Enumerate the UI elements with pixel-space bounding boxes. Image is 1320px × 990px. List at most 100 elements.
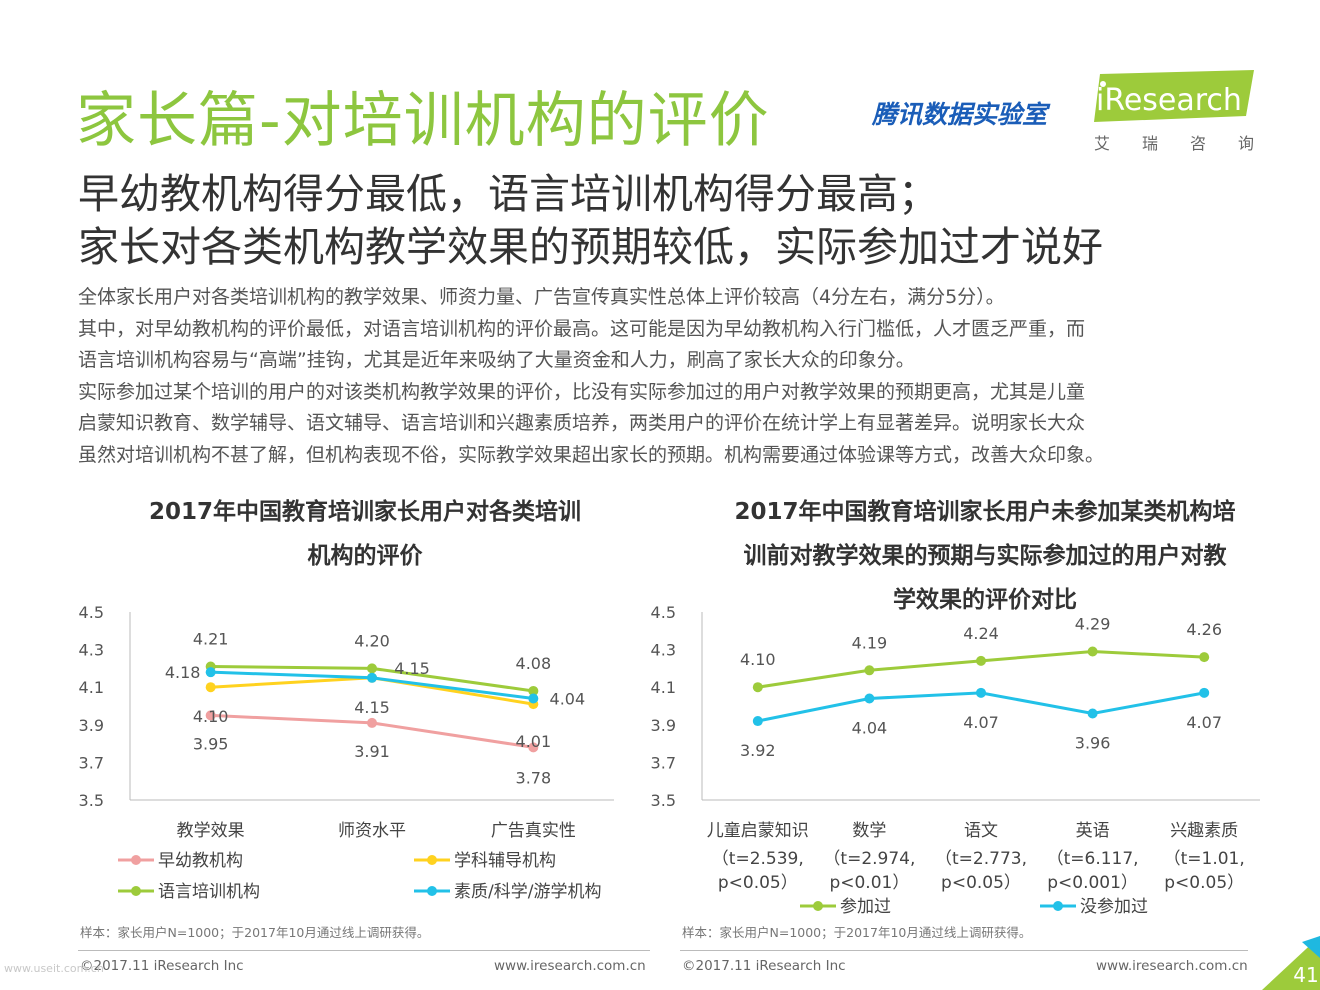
chart1-data-point (205, 667, 216, 678)
chart1-legend-marker (427, 886, 437, 896)
chart2-data-point (1087, 708, 1098, 719)
footer-copyright-left: ©2017.11 iResearch Inc (80, 958, 244, 974)
logo-text: iResearch (1096, 83, 1242, 118)
footer-divider-right (680, 950, 1248, 951)
chart2-x-tick-label: 儿童启蒙知识 (707, 821, 809, 841)
chart2-data-label: 4.19 (852, 633, 888, 652)
logo-char: 瑞 (1141, 134, 1158, 153)
chart1-title-line: 机构的评价 (307, 543, 423, 569)
chart2-title-line: 学效果的评价对比 (893, 587, 1077, 613)
chart1-y-tick-label: 3.7 (79, 753, 104, 772)
chart1-data-label: 4.10 (193, 707, 229, 726)
chart2-legend-marker (813, 901, 823, 911)
chart1-title-line: 2017年中国教育培训家长用户对各类培训 (148, 499, 581, 525)
chart2-data-label: 3.96 (1075, 734, 1111, 753)
chart2-data-point (1199, 687, 1210, 698)
chart2-title-line: 2017年中国教育培训家长用户未参加某类机构培 (734, 499, 1236, 525)
body-line: 实际参加过某个培训的用户的对该类机构教学效果的评价，比没有实际参加过的用户对教学… (78, 380, 1086, 403)
chart2-data-label: 4.29 (1075, 614, 1111, 633)
chart2-svg: 3.5 3.7 3.9 4.1 4.3 4.5 儿童启蒙知识 （t=2.539, p<0.05）… (651, 603, 1260, 917)
chart1-data-label: 4.08 (516, 654, 552, 673)
chart2-x-tick-label: 语文 (964, 821, 998, 841)
chart1-data-label: 4.15 (354, 698, 390, 717)
subtitle-line-1: 早幼教机构得分最低，语言培训机构得分最高； (78, 170, 939, 218)
chart2-y-tick-label: 3.5 (651, 791, 676, 810)
chart1-title: 2017年中国教育培训家长用户对各类培训 机构的评价 (80, 490, 650, 578)
footer-url-right[interactable]: www.iresearch.com.cn (1096, 958, 1248, 974)
logo-char: 咨 (1189, 134, 1206, 153)
chart1-svg: 3.5 3.7 3.9 4.1 4.3 4.5 教学效果 师资水平 广告真实性 3.95 3.91 3… (79, 603, 614, 902)
partner-label: 腾讯数据实验室 (872, 100, 1048, 129)
chart2-x-stat-label: （t=2.974, (823, 849, 915, 869)
chart2-data-point (864, 693, 875, 704)
chart1-data-point (205, 682, 216, 693)
chart2-legend-marker (1053, 901, 1063, 911)
chart2-data-point (752, 682, 763, 693)
chart2-x-tick-label: 兴趣素质 (1170, 821, 1238, 841)
chart1-data-label: 4.04 (550, 689, 586, 708)
subtitle-line-2: 家长对各类机构教学效果的预期较低，实际参加过才说好 (78, 223, 1103, 271)
chart2-y-tick-label: 3.7 (651, 753, 676, 772)
chart1-data-point (367, 672, 377, 683)
chart1-legend-label: 早幼教机构 (158, 851, 243, 871)
chart2-x-stat-label: （t=1.01, (1164, 849, 1245, 869)
chart1-legend-marker (427, 855, 437, 865)
chart1-data-point (205, 710, 216, 721)
chart2-data-label: 4.26 (1186, 620, 1222, 639)
chart2-x-stat-label: （t=2.773, (935, 849, 1027, 869)
chart2-x-stat-label: p<0.01） (829, 873, 909, 893)
chart2-data-label: 4.04 (852, 718, 888, 737)
chart1-data-point (367, 717, 377, 728)
page-number-badge: 41 (1262, 936, 1320, 990)
chart1-data-point (367, 663, 377, 674)
iresearch-logo: iResearch (1094, 70, 1254, 122)
chart2-y-tick-label: 4.5 (651, 603, 676, 622)
chart1-x-tick-label: 师资水平 (338, 821, 406, 841)
chart1-data-point (528, 685, 539, 696)
chart1-y-tick-label: 3.5 (79, 791, 104, 810)
chart1-data-point (528, 693, 539, 704)
body-line: 全体家长用户对各类培训机构的教学效果、师资力量、广告宣传真实性总体上评价较高（4… (78, 286, 1005, 308)
page-title: 家长篇-对培训机构的评价 (76, 86, 770, 156)
footer-url-left[interactable]: www.iresearch.com.cn (494, 958, 646, 974)
chart2-data-point (752, 716, 763, 727)
chart2-data-label: 3.92 (740, 741, 776, 760)
chart1-y-tick-label: 3.9 (79, 716, 104, 735)
chart2-x-stat-label: p<0.05） (1164, 873, 1244, 893)
body-line: 启蒙知识教育、数学辅导、语文辅导、语言培训和兴趣素质培养，两类用户的评价在统计学… (78, 412, 1086, 434)
chart2-title-line: 训前对教学效果的预期与实际参加过的用户对教 (743, 543, 1227, 569)
body-text: 全体家长用户对各类培训机构的教学效果、师资力量、广告宣传真实性总体上评价较高（4… (78, 282, 1278, 471)
chart2-x-stat-label: （t=2.539, (712, 849, 804, 869)
sample-note-right: 样本：家长用户N=1000；于2017年10月通过线上调研获得。 (682, 925, 1032, 940)
chart2-data-label: 4.24 (963, 624, 999, 643)
chart2-y-tick-label: 4.3 (651, 641, 676, 660)
chart1-data-label: 4.21 (193, 630, 229, 649)
chart1-data-label: 3.91 (354, 742, 390, 761)
chart1-data-point (528, 742, 539, 753)
chart2-data-point (864, 665, 875, 676)
chart1-x-tick-label: 教学效果 (177, 821, 245, 841)
chart1-data-label: 3.95 (193, 734, 229, 753)
footer-divider-left (78, 950, 650, 951)
chart2-data-label: 4.10 (740, 650, 776, 669)
chart2-title: 2017年中国教育培训家长用户未参加某类机构培 训前对教学效果的预期与实际参加过… (680, 490, 1290, 622)
footer-copyright-right: ©2017.11 iResearch Inc (682, 958, 846, 974)
chart1-data-label: 4.18 (165, 663, 201, 682)
chart1-data-label: 4.15 (394, 659, 430, 678)
watermark: www.useit.com.cn (4, 962, 104, 975)
chart1-legend-label: 语言培训机构 (158, 882, 260, 902)
chart2-y-tick-label: 4.1 (651, 678, 676, 697)
body-line: 语言培训机构容易与“高端”挂钩，尤其是近年来吸纳了大量资金和人力，刷高了家长大众… (78, 349, 915, 371)
chart1-legend-marker (131, 886, 141, 896)
chart1-data-label: 4.20 (354, 631, 390, 650)
chart2-legend-label: 参加过 (840, 897, 891, 917)
chart2-data-point (976, 655, 986, 666)
chart2-data-label: 4.07 (963, 713, 999, 732)
logo-subtext: 艾 瑞 咨 询 (1094, 130, 1254, 154)
chart1-y-tick-label: 4.3 (79, 641, 104, 660)
chart2-x-tick-label: 英语 (1076, 821, 1110, 841)
chart1-legend-label: 学科辅导机构 (454, 851, 556, 871)
chart1-data-label: 4.01 (516, 732, 552, 751)
chart2-data-point (1087, 646, 1098, 657)
logo-char: 询 (1237, 134, 1254, 153)
